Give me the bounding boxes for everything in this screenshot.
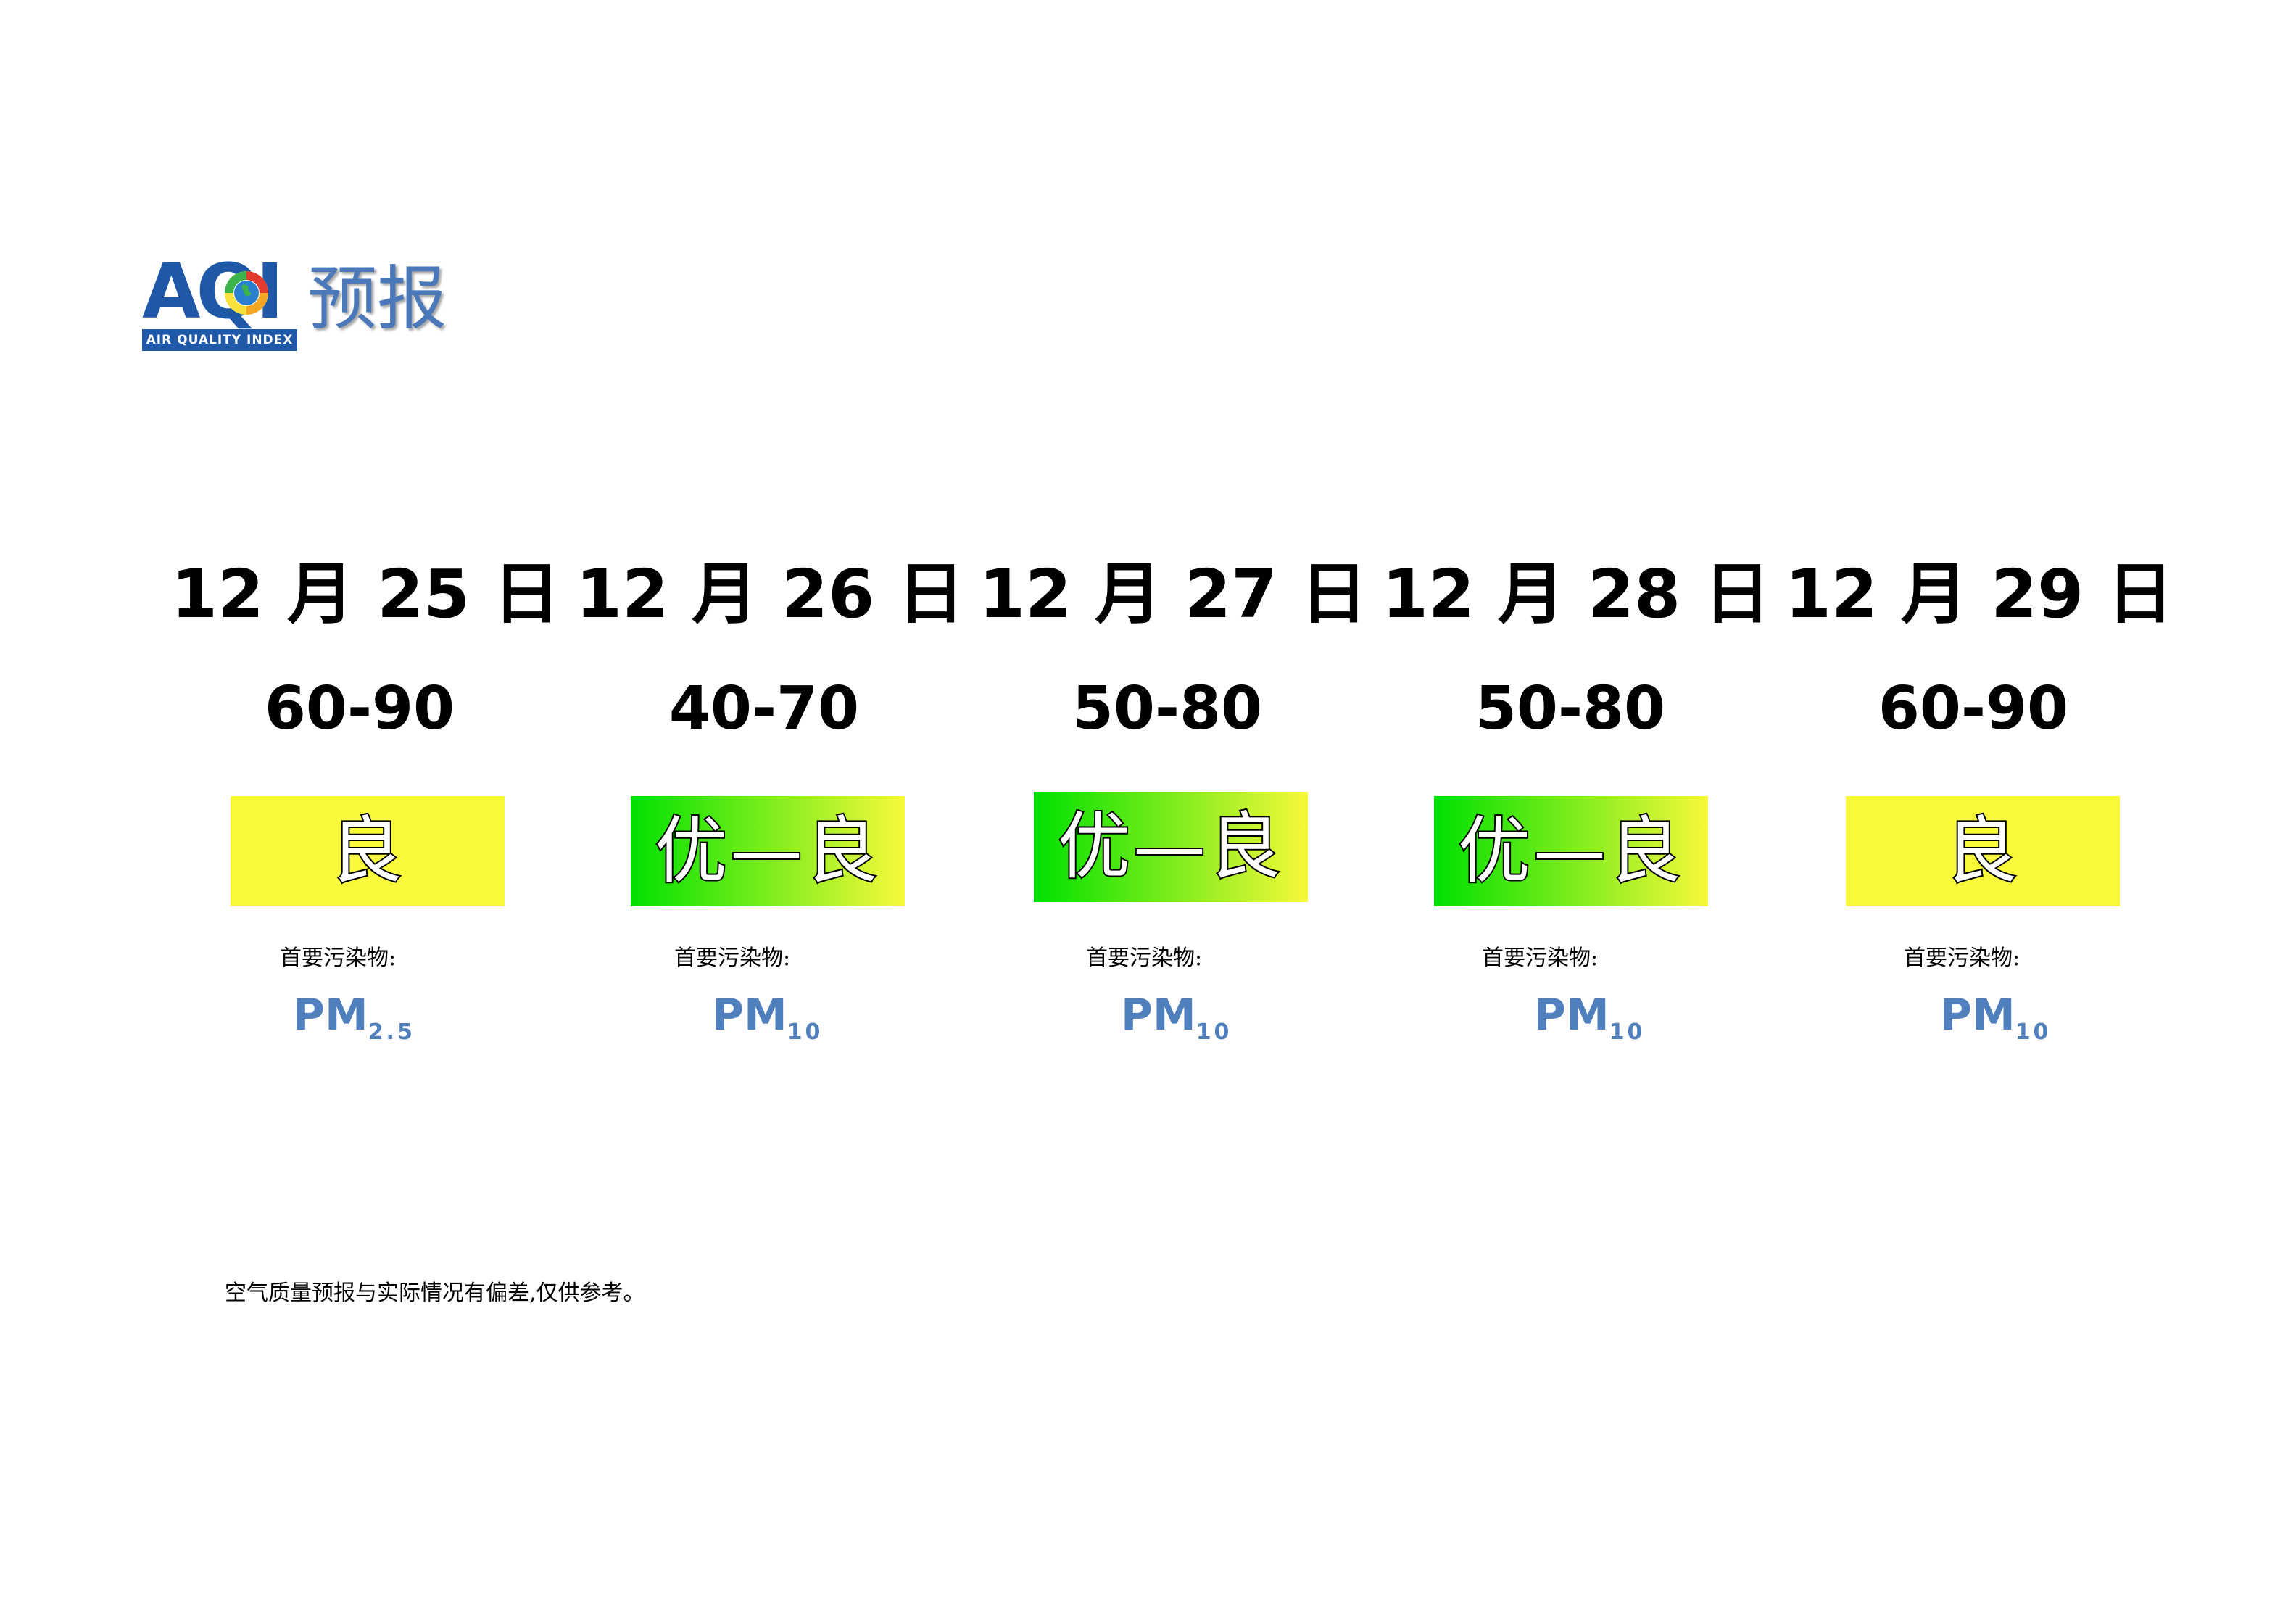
aqi-level-badge: 良 xyxy=(231,796,505,906)
globe-icon xyxy=(225,271,268,315)
forecast-day-1: 12 月 25 日 60-90 良 首要污染物: PM2.5 xyxy=(171,551,560,1062)
primary-pollutant-label: 首要污染物: xyxy=(1904,946,2021,971)
primary-pollutant-label: 首要污染物: xyxy=(280,946,397,971)
forecast-day-4: 12 月 28 日 50-80 优—良 首要污染物: PM10 xyxy=(1382,551,1771,1062)
aqi-logo: AQI AIR QUALITY INDEX 预报 xyxy=(142,254,454,360)
primary-pollutant: PM2.5 xyxy=(293,986,415,1062)
primary-pollutant: PM10 xyxy=(1940,986,2051,1062)
aqi-level-text: 优—良 xyxy=(1456,808,1684,893)
aqi-level-badge: 良 xyxy=(1846,796,2120,906)
aqi-logo-mark: AQI AIR QUALITY INDEX xyxy=(142,254,297,352)
forecast-date: 12 月 26 日 xyxy=(576,555,965,633)
aqi-level-badge: 优—良 xyxy=(631,796,905,906)
forecast-date: 12 月 25 日 xyxy=(171,555,560,633)
primary-pollutant: PM10 xyxy=(712,986,823,1062)
pollutant-name: PM xyxy=(293,990,368,1040)
primary-pollutant: PM10 xyxy=(1121,986,1232,1062)
disclaimer-note: 空气质量预报与实际情况有偏差,仅供参考。 xyxy=(225,1280,645,1306)
primary-pollutant: PM10 xyxy=(1534,986,1645,1062)
pollutant-name: PM xyxy=(712,990,787,1040)
forecast-day-5: 12 月 29 日 60-90 良 首要污染物: PM10 xyxy=(1785,551,2174,1062)
pollutant-subscript: 10 xyxy=(1195,1019,1232,1045)
pollutant-subscript: 10 xyxy=(1609,1019,1646,1045)
pollutant-subscript: 10 xyxy=(787,1019,824,1045)
aqi-range: 50-80 xyxy=(1072,674,1263,743)
aqi-level-badge: 优—良 xyxy=(1034,792,1308,902)
forecast-date: 12 月 27 日 xyxy=(979,555,1368,633)
aqi-logo-tagline: AIR QUALITY INDEX xyxy=(142,329,297,351)
forecast-date: 12 月 28 日 xyxy=(1382,555,1771,633)
aqi-level-text: 优—良 xyxy=(1056,804,1284,889)
page-title: 预报 xyxy=(307,258,447,339)
pollutant-name: PM xyxy=(1121,990,1196,1040)
aqi-level-text: 良 xyxy=(1944,808,2021,893)
pollutant-name: PM xyxy=(1940,990,2015,1040)
pollutant-name: PM xyxy=(1534,990,1609,1040)
aqi-range: 40-70 xyxy=(668,674,860,743)
primary-pollutant-label: 首要污染物: xyxy=(674,946,791,971)
forecast-date: 12 月 29 日 xyxy=(1785,555,2174,633)
primary-pollutant-label: 首要污染物: xyxy=(1086,946,1203,971)
aqi-level-text: 优—良 xyxy=(653,808,881,893)
primary-pollutant-label: 首要污染物: xyxy=(1482,946,1599,971)
aqi-level-badge: 优—良 xyxy=(1434,796,1708,906)
aqi-level-text: 良 xyxy=(328,808,405,893)
aqi-range: 60-90 xyxy=(1878,674,2069,743)
pollutant-subscript: 10 xyxy=(2015,1019,2052,1045)
aqi-range: 50-80 xyxy=(1475,674,1666,743)
pollutant-subscript: 2.5 xyxy=(368,1019,415,1045)
aqi-range: 60-90 xyxy=(264,674,455,743)
forecast-day-2: 12 月 26 日 40-70 优—良 首要污染物: PM10 xyxy=(576,551,965,1062)
forecast-day-3: 12 月 27 日 50-80 优—良 首要污染物: PM10 xyxy=(979,551,1368,1062)
